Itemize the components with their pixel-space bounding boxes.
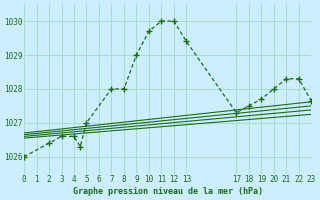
X-axis label: Graphe pression niveau de la mer (hPa): Graphe pression niveau de la mer (hPa) [73, 187, 263, 196]
